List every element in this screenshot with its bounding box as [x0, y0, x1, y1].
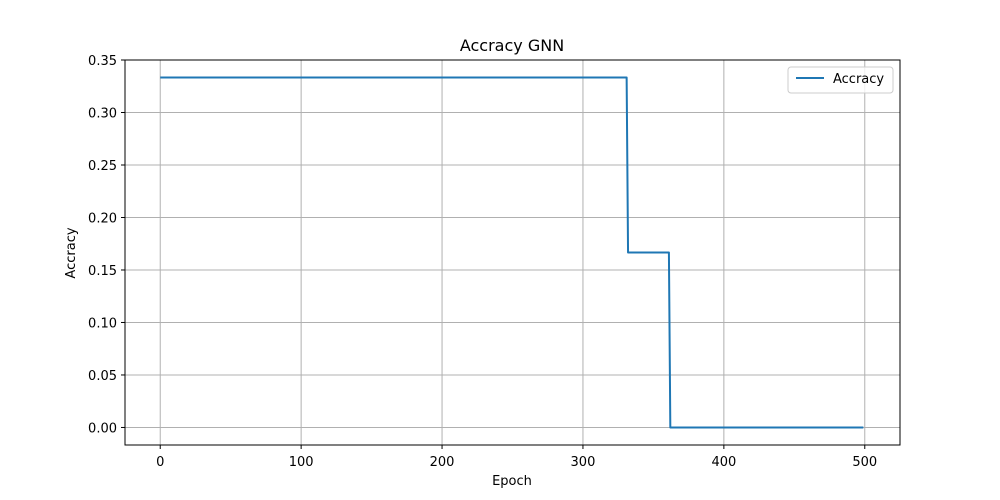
x-tick-label: 300	[571, 455, 596, 470]
tick-layer: 0 100 200 300 400 500 0.00 0.05 0.10 0.15 0.20 0.25…	[88, 54, 877, 470]
y-tick-label: 0.10	[88, 316, 117, 331]
y-tick-label: 0.20	[88, 211, 117, 226]
y-tick-label: 0.25	[88, 159, 117, 174]
y-tick-label: 0.05	[88, 369, 117, 384]
x-tick-label: 0	[156, 455, 164, 470]
chart-title: Accracy GNN	[460, 36, 564, 55]
plot-frame	[124, 59, 901, 446]
x-tick-label: 200	[430, 455, 455, 470]
x-tick-label: 100	[289, 455, 314, 470]
y-axis-label: Accracy	[64, 227, 79, 278]
x-tick-label: 500	[852, 455, 877, 470]
series-layer	[160, 76, 864, 429]
legend: Accracy	[787, 66, 894, 94]
y-tick-label: 0.35	[88, 54, 117, 69]
x-tick-label: 400	[711, 455, 736, 470]
series-line-accracy	[160, 76, 864, 429]
y-tick-label: 0.30	[88, 106, 117, 121]
legend-box	[787, 66, 894, 94]
grid-layer	[125, 59, 900, 445]
legend-label: Accracy	[833, 72, 884, 87]
y-tick-label: 0.15	[88, 264, 117, 279]
y-tick-label: 0.00	[88, 421, 117, 436]
x-axis-label: Epoch	[492, 474, 532, 489]
